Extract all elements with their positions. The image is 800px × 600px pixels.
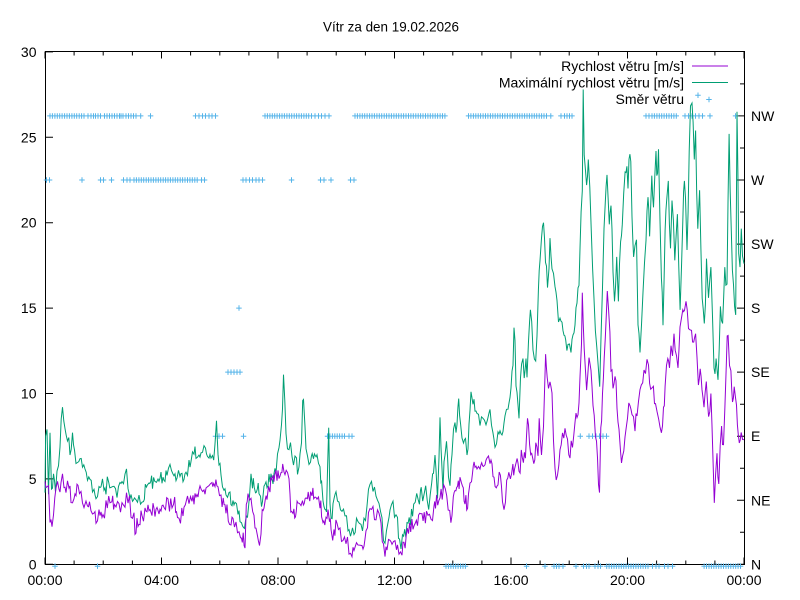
svg-text:16:00: 16:00 [493,572,528,588]
svg-text:NW: NW [751,108,775,124]
svg-text:30: 30 [21,44,37,60]
svg-text:S: S [751,300,760,316]
svg-text:NE: NE [751,492,770,508]
svg-text:12:00: 12:00 [377,572,412,588]
svg-text:Maximální rychlost větru [m/s]: Maximální rychlost větru [m/s] [499,75,684,91]
svg-text:25: 25 [21,129,37,145]
svg-text:E: E [751,428,760,444]
svg-text:00:00: 00:00 [726,572,761,588]
svg-text:04:00: 04:00 [144,572,179,588]
svg-text:10: 10 [21,386,37,402]
svg-text:Vítr za den 19.02.2026: Vítr za den 19.02.2026 [323,19,459,35]
svg-text:08:00: 08:00 [260,572,295,588]
svg-text:Směr větru: Směr větru [616,91,684,107]
svg-text:SE: SE [751,364,770,380]
svg-text:20:00: 20:00 [610,572,645,588]
svg-text:20: 20 [21,215,37,231]
svg-text:Rychlost větru [m/s]: Rychlost větru [m/s] [561,58,684,74]
svg-text:SW: SW [751,236,774,252]
svg-text:W: W [751,172,765,188]
svg-text:N: N [751,556,761,572]
svg-text:5: 5 [29,471,37,487]
svg-text:15: 15 [21,300,37,316]
svg-text:00:00: 00:00 [27,572,62,588]
svg-text:0: 0 [29,556,37,572]
